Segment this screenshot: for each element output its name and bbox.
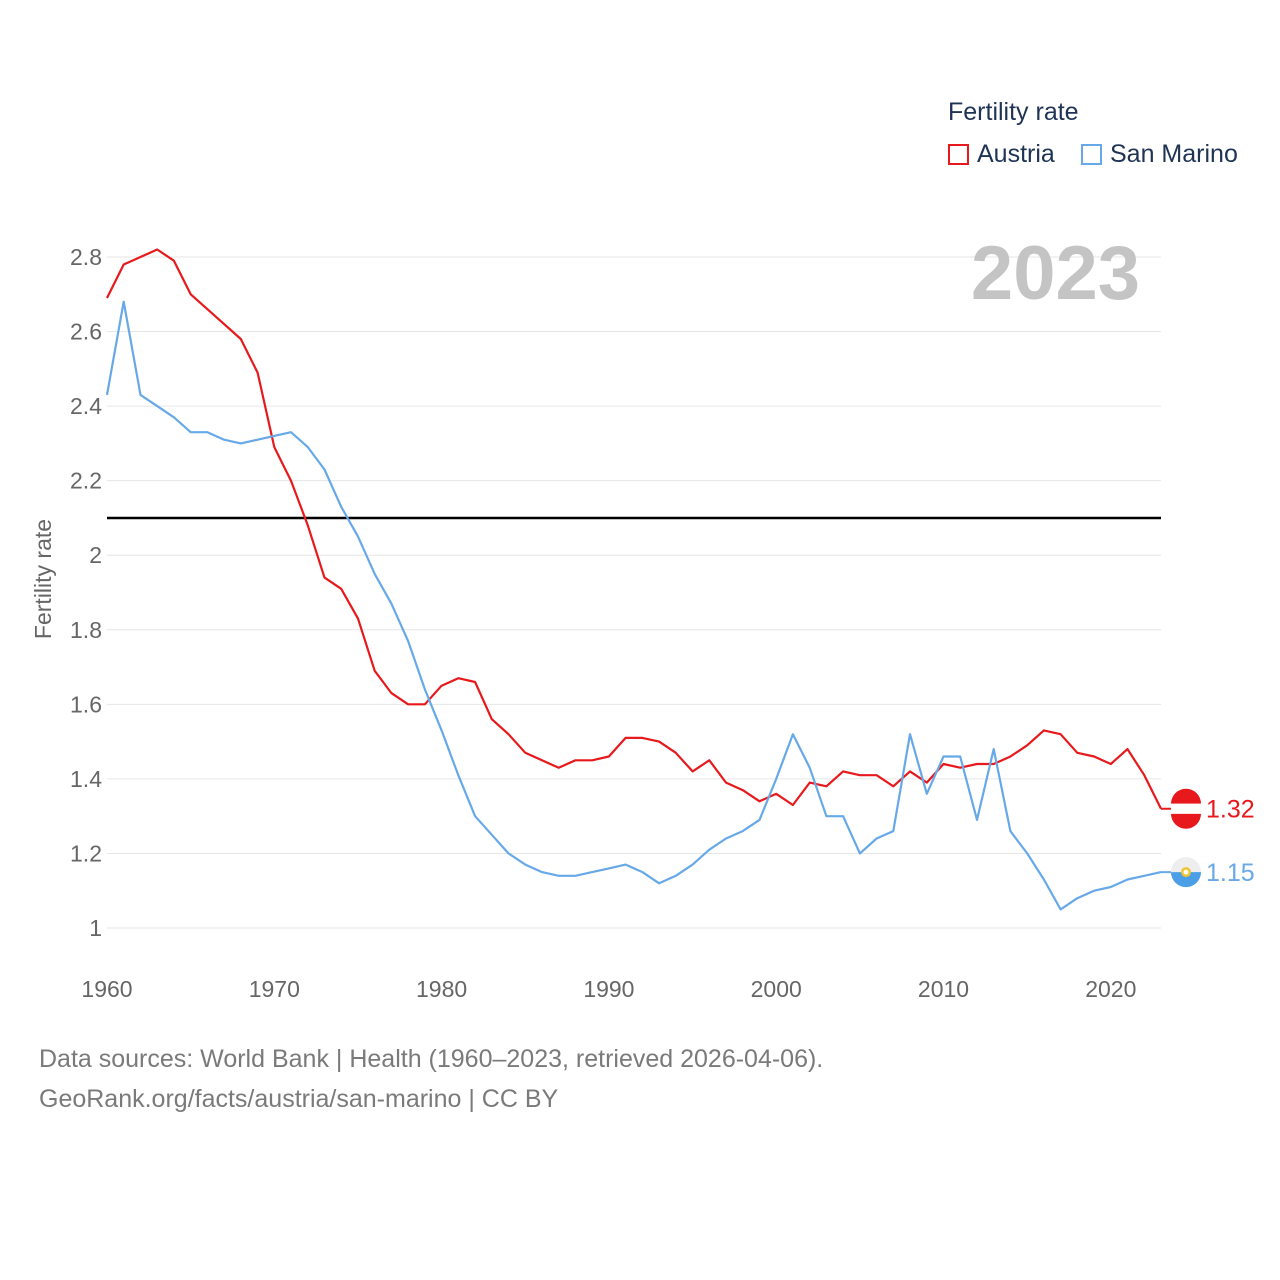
legend-title: Fertility rate [948,98,1079,126]
y-tick-label: 2.2 [70,468,102,494]
legend-item-san-marino[interactable]: San Marino [1081,140,1238,169]
y-tick-label: 1 [89,915,102,941]
x-tick-label: 2010 [918,976,969,1002]
series-line-austria [106,248,1162,810]
legend-item-austria[interactable]: Austria [948,140,1055,169]
y-tick-label: 2.6 [70,319,102,345]
legend-label-austria: Austria [977,140,1055,168]
end-value-label-austria: 1.32 [1206,796,1255,824]
y-tick-label: 1.4 [70,766,102,792]
y-tick-label: 1.8 [70,617,102,643]
year-watermark: 2023 [971,231,1140,316]
source-line-2[interactable]: GeoRank.org/facts/austria/san-marino | C… [39,1085,559,1113]
y-tick-label: 2.8 [70,244,102,270]
x-tick-label: 2020 [1085,976,1136,1002]
san-marino-flag-icon [1171,857,1201,888]
end-markers: 1.32 1.15 [1161,788,1255,888]
y-tick-label: 2 [89,542,102,568]
x-tick-labels: 1960 1970 1980 1990 2000 2010 2020 [81,976,1136,1002]
series-line-san-marino [105,300,1162,911]
grid-lines [107,256,1161,929]
x-tick-label: 1970 [249,976,300,1002]
legend-label-san-marino: San Marino [1110,140,1238,168]
x-tick-label: 1980 [416,976,467,1002]
legend-swatch-san-marino [1081,144,1102,165]
y-tick-label: 1.6 [70,691,102,717]
end-value-label-san-marino: 1.15 [1206,859,1255,887]
austria-flag-icon [1171,788,1201,829]
source-line-1: Data sources: World Bank | Health (1960–… [39,1045,824,1073]
y-tick-label: 2.4 [70,393,102,419]
y-tick-labels: 1 1.2 1.4 1.6 1.8 2 2.2 2.4 2.6 2.8 [70,244,102,941]
y-axis-title: Fertility rate [30,519,56,639]
legend-swatch-austria [948,144,969,165]
x-tick-label: 2000 [751,976,802,1002]
series-lines [105,248,1162,911]
x-tick-label: 1990 [583,976,634,1002]
y-tick-label: 1.2 [70,840,102,866]
x-tick-label: 1960 [81,976,132,1002]
